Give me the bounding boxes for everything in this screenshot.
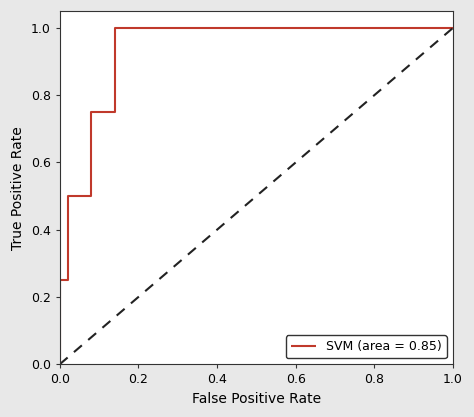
SVM (area = 0.85) xyxy=(65,278,71,283)
SVM (area = 0.85) xyxy=(112,110,118,115)
Legend: SVM (area = 0.85): SVM (area = 0.85) xyxy=(286,335,447,358)
SVM (area = 0.85) xyxy=(65,193,71,198)
Line: SVM (area = 0.85): SVM (area = 0.85) xyxy=(60,28,453,364)
SVM (area = 0.85) xyxy=(57,362,63,367)
SVM (area = 0.85) xyxy=(155,25,161,30)
SVM (area = 0.85) xyxy=(88,193,94,198)
X-axis label: False Positive Rate: False Positive Rate xyxy=(192,392,321,406)
SVM (area = 0.85) xyxy=(112,25,118,30)
SVM (area = 0.85) xyxy=(88,110,94,115)
Y-axis label: True Positive Rate: True Positive Rate xyxy=(11,126,25,250)
SVM (area = 0.85) xyxy=(450,25,456,30)
SVM (area = 0.85) xyxy=(57,278,63,283)
SVM (area = 0.85) xyxy=(155,25,161,30)
